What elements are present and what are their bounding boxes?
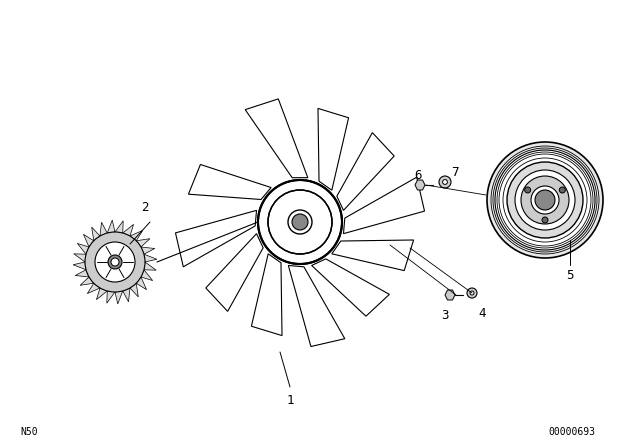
Polygon shape xyxy=(92,227,100,241)
Polygon shape xyxy=(136,277,147,290)
Polygon shape xyxy=(245,99,308,178)
Polygon shape xyxy=(107,291,115,303)
Polygon shape xyxy=(115,221,123,233)
Text: N50: N50 xyxy=(20,427,38,437)
Text: 3: 3 xyxy=(441,309,449,322)
Polygon shape xyxy=(130,230,143,241)
Polygon shape xyxy=(332,240,413,271)
Circle shape xyxy=(487,142,603,258)
Polygon shape xyxy=(144,254,157,262)
Circle shape xyxy=(535,190,555,210)
Polygon shape xyxy=(77,243,89,254)
Circle shape xyxy=(525,187,531,193)
Text: 5: 5 xyxy=(566,268,573,281)
Circle shape xyxy=(470,291,474,295)
Text: 00000693: 00000693 xyxy=(548,427,595,437)
Circle shape xyxy=(108,255,122,269)
Polygon shape xyxy=(337,133,394,211)
Circle shape xyxy=(559,187,565,193)
Polygon shape xyxy=(74,254,86,262)
Circle shape xyxy=(467,288,477,298)
Polygon shape xyxy=(206,234,263,311)
Polygon shape xyxy=(445,290,455,300)
Circle shape xyxy=(292,214,308,230)
Circle shape xyxy=(443,180,447,185)
Polygon shape xyxy=(175,211,257,267)
Circle shape xyxy=(542,217,548,223)
Circle shape xyxy=(531,186,559,214)
Polygon shape xyxy=(76,270,89,277)
Polygon shape xyxy=(141,247,155,254)
Polygon shape xyxy=(188,164,271,199)
Polygon shape xyxy=(141,270,153,280)
Circle shape xyxy=(95,242,135,282)
Polygon shape xyxy=(136,239,150,247)
Circle shape xyxy=(111,258,119,266)
Polygon shape xyxy=(87,283,100,293)
Polygon shape xyxy=(123,288,130,302)
Circle shape xyxy=(515,170,575,230)
Circle shape xyxy=(507,162,583,238)
Polygon shape xyxy=(318,108,349,190)
Text: 6: 6 xyxy=(414,168,422,181)
Text: 4: 4 xyxy=(478,306,486,319)
Polygon shape xyxy=(115,291,123,304)
Polygon shape xyxy=(97,288,108,300)
Circle shape xyxy=(85,232,145,292)
Circle shape xyxy=(521,176,569,224)
Polygon shape xyxy=(83,234,94,247)
Polygon shape xyxy=(100,222,108,236)
Polygon shape xyxy=(130,283,138,297)
Polygon shape xyxy=(289,266,345,346)
Circle shape xyxy=(288,210,312,234)
Polygon shape xyxy=(144,262,156,270)
Polygon shape xyxy=(73,262,86,270)
Polygon shape xyxy=(312,259,389,316)
Text: 1: 1 xyxy=(286,393,294,406)
Polygon shape xyxy=(252,254,282,336)
Polygon shape xyxy=(108,220,115,233)
Circle shape xyxy=(495,150,595,250)
Text: 7: 7 xyxy=(451,165,459,178)
Polygon shape xyxy=(123,224,134,236)
Polygon shape xyxy=(80,277,94,285)
Text: 2: 2 xyxy=(141,201,148,214)
Polygon shape xyxy=(344,177,424,234)
Circle shape xyxy=(439,176,451,188)
Polygon shape xyxy=(415,180,425,190)
